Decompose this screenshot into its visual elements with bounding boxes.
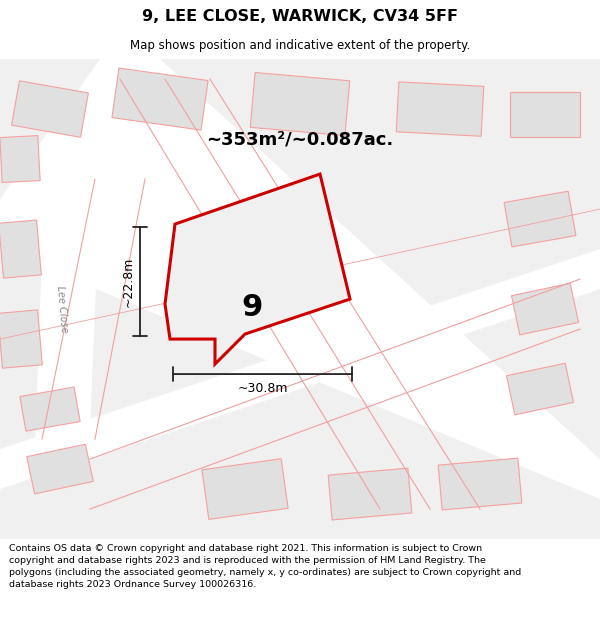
Polygon shape — [328, 468, 412, 520]
Polygon shape — [396, 82, 484, 136]
Text: ~22.8m: ~22.8m — [122, 256, 135, 307]
Text: 9: 9 — [241, 292, 263, 322]
Polygon shape — [438, 458, 522, 510]
Polygon shape — [511, 283, 578, 335]
Polygon shape — [202, 459, 288, 519]
Polygon shape — [112, 68, 208, 130]
Polygon shape — [0, 220, 41, 278]
Polygon shape — [0, 59, 600, 539]
Polygon shape — [250, 72, 350, 136]
Polygon shape — [27, 444, 93, 494]
Polygon shape — [11, 81, 88, 138]
Polygon shape — [506, 363, 574, 415]
Polygon shape — [504, 191, 576, 247]
Text: Lee Close: Lee Close — [55, 285, 69, 333]
Text: Map shows position and indicative extent of the property.: Map shows position and indicative extent… — [130, 39, 470, 52]
Polygon shape — [165, 174, 350, 364]
Text: ~353m²/~0.087ac.: ~353m²/~0.087ac. — [206, 130, 394, 148]
Polygon shape — [510, 91, 580, 136]
Polygon shape — [0, 136, 40, 182]
Text: ~30.8m: ~30.8m — [237, 382, 288, 395]
Text: 9, LEE CLOSE, WARWICK, CV34 5FF: 9, LEE CLOSE, WARWICK, CV34 5FF — [142, 9, 458, 24]
Polygon shape — [0, 59, 600, 499]
Polygon shape — [35, 169, 100, 449]
Polygon shape — [0, 310, 43, 368]
Polygon shape — [0, 249, 600, 489]
Ellipse shape — [43, 154, 97, 184]
Text: Contains OS data © Crown copyright and database right 2021. This information is : Contains OS data © Crown copyright and d… — [9, 544, 521, 589]
Polygon shape — [20, 387, 80, 431]
